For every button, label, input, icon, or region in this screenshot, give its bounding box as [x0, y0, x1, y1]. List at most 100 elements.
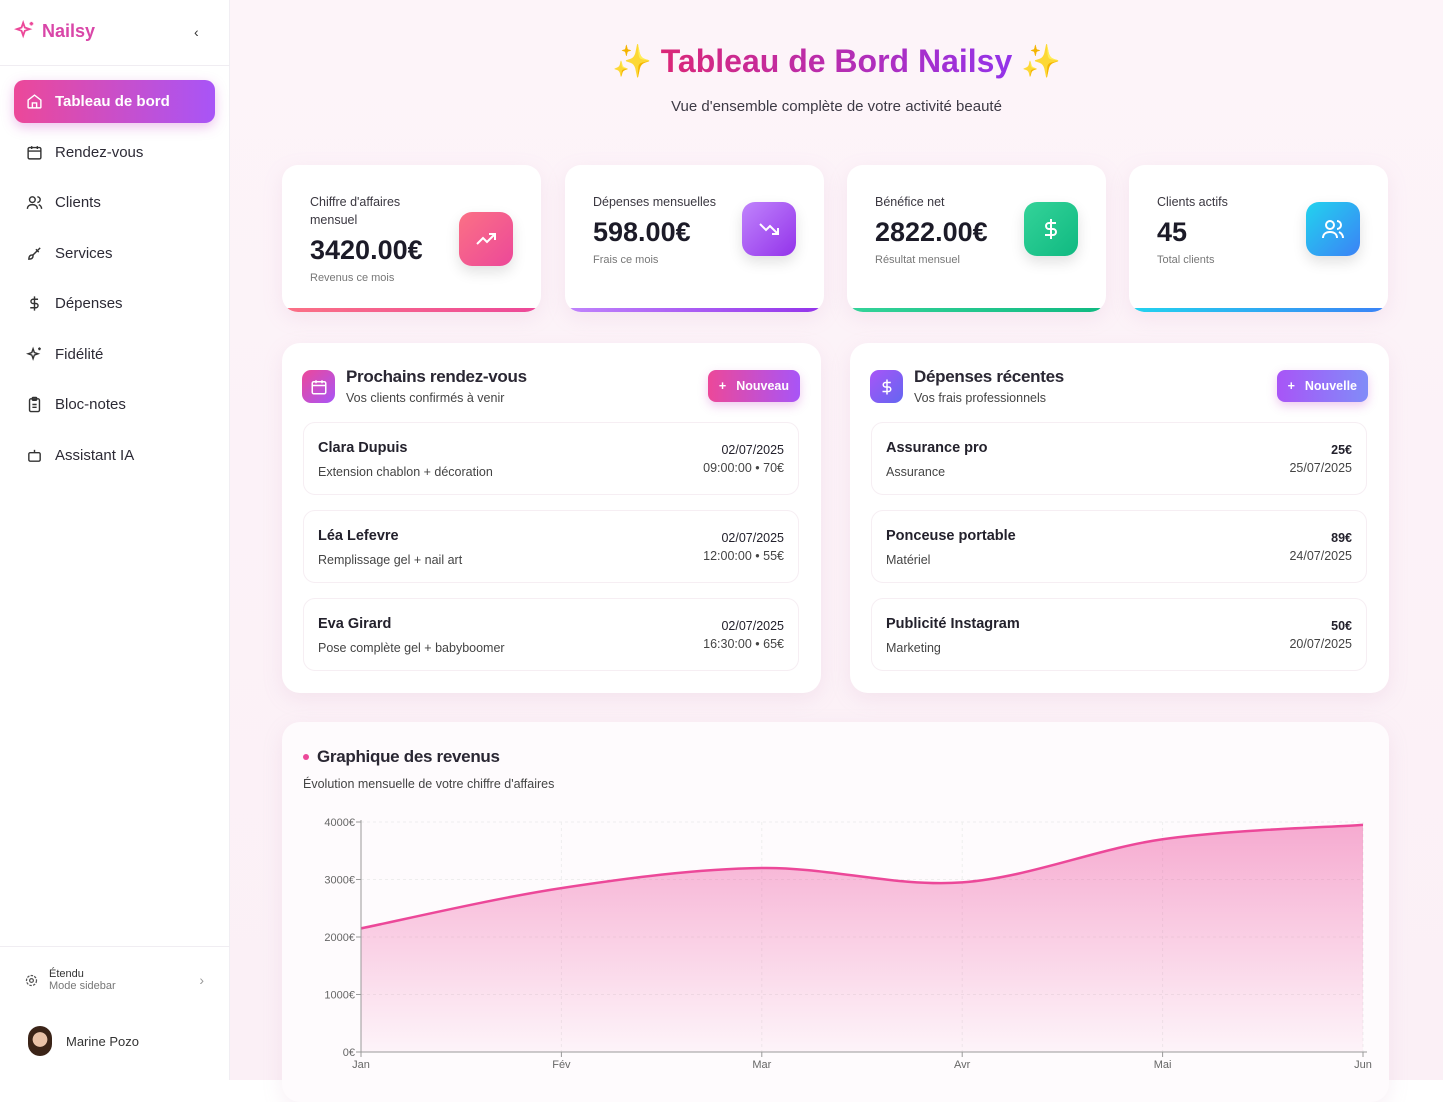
sidebar-item-rendez-vous[interactable]: Rendez-vous: [14, 131, 215, 174]
appointment-row[interactable]: Léa Lefevre Remplissage gel + nail art 02/…: [303, 510, 799, 583]
stat-value: 598.00€: [593, 217, 691, 248]
sparkles-icon: ✨: [612, 43, 652, 79]
stat-card-expenses: Dépenses mensuelles 598.00€ Frais ce moi…: [565, 165, 824, 312]
stat-label: Dépenses mensuelles: [593, 193, 753, 211]
bot-icon: [26, 447, 43, 464]
gear-icon: [24, 973, 39, 988]
new-appointment-button[interactable]: +Nouveau: [708, 370, 800, 402]
chevron-left-icon: ‹: [194, 24, 199, 40]
category: Marketing: [886, 641, 941, 655]
client-name: Léa Lefevre: [318, 528, 399, 544]
stat-value: 2822.00€: [875, 217, 988, 248]
sidebar-item-label: Fidélité: [55, 346, 103, 363]
sidebar-item-label: Bloc-notes: [55, 396, 126, 413]
sidebar-item-label: Dépenses: [55, 295, 123, 312]
brush-icon: [26, 245, 43, 262]
revenue-chart-panel: Graphique des revenus Évolution mensuell…: [282, 722, 1389, 1102]
divider: [0, 65, 230, 66]
sidebar-item-bloc-notes[interactable]: Bloc-notes: [14, 383, 215, 426]
y-tick-label: 3000€: [324, 875, 355, 887]
stat-label: Chiffre d'affaires mensuel: [310, 193, 450, 229]
sidebar-item-fidelite[interactable]: Fidélité: [14, 333, 215, 376]
appointments-panel: Prochains rendez-vous Vos clients confir…: [282, 343, 821, 693]
date: 02/07/2025: [721, 531, 784, 545]
stat-accent-bar: [1129, 308, 1388, 312]
stat-accent-bar: [565, 308, 824, 312]
sidebar-nav: Tableau de bord Rendez-vous Clients Serv…: [14, 80, 215, 484]
sparkles-icon: [26, 346, 43, 363]
user-profile[interactable]: Marine Pozo: [28, 1026, 139, 1056]
date: 25/07/2025: [1289, 461, 1352, 475]
client-name: Eva Girard: [318, 616, 391, 632]
expense-name: Ponceuse portable: [886, 528, 1016, 544]
service: Remplissage gel + nail art: [318, 553, 462, 567]
sidebar-item-label: Rendez-vous: [55, 144, 143, 161]
expense-name: Publicité Instagram: [886, 616, 1020, 632]
main-content: ✨ Tableau de Bord Nailsy ✨ Vue d'ensembl…: [230, 0, 1443, 1080]
clipboard-icon: [26, 396, 43, 413]
users-icon: [26, 194, 43, 211]
panel-title: Prochains rendez-vous: [346, 367, 527, 387]
users-icon: [1306, 202, 1360, 256]
x-tick-label: Avr: [954, 1059, 971, 1071]
stat-label: Bénéfice net: [875, 193, 1015, 211]
expense-row[interactable]: Ponceuse portable Matériel 89€ 24/07/2025: [871, 510, 1367, 583]
x-tick-label: Mai: [1154, 1059, 1172, 1071]
date: 24/07/2025: [1289, 549, 1352, 563]
mode-title: Étendu: [49, 968, 189, 980]
page-title-text: Tableau de Bord Nailsy: [661, 43, 1013, 79]
calendar-icon: [302, 370, 335, 403]
sidebar-item-clients[interactable]: Clients: [14, 181, 215, 224]
chevron-right-icon: ›: [199, 972, 204, 988]
stat-accent-bar: [847, 308, 1106, 312]
panel-subtitle: Vos frais professionnels: [914, 391, 1046, 405]
sidebar-item-depenses[interactable]: Dépenses: [14, 282, 215, 325]
date: 02/07/2025: [721, 619, 784, 633]
stat-card-profit: Bénéfice net 2822.00€ Résultat mensuel: [847, 165, 1106, 312]
category: Assurance: [886, 465, 945, 479]
amount: 89€: [1331, 531, 1352, 545]
new-expense-button[interactable]: +Nouvelle: [1277, 370, 1368, 402]
sidebar-item-tableau-de-bord[interactable]: Tableau de bord: [14, 80, 215, 123]
brand[interactable]: Nailsy: [14, 20, 95, 42]
time-price: 16:30:00 • 65€: [703, 637, 784, 651]
calendar-icon: [26, 144, 43, 161]
stat-value: 3420.00€: [310, 235, 423, 266]
x-tick-label: Jan: [352, 1059, 370, 1071]
sidebar-item-assistant-ia[interactable]: Assistant IA: [14, 434, 215, 477]
y-tick-label: 2000€: [324, 932, 355, 944]
collapse-sidebar-button[interactable]: ‹: [194, 24, 199, 40]
sidebar-item-services[interactable]: Services: [14, 232, 215, 275]
page-title: ✨ Tableau de Bord Nailsy ✨: [230, 42, 1443, 80]
panel-title: Dépenses récentes: [914, 367, 1064, 387]
category: Matériel: [886, 553, 930, 567]
home-icon: [26, 93, 43, 110]
amount: 25€: [1331, 443, 1352, 457]
sparkles-icon: [14, 20, 36, 42]
sidebar: Nailsy ‹ Tableau de bord Rendez-vous Cli…: [0, 0, 230, 1080]
stat-card-revenue: Chiffre d'affaires mensuel 3420.00€ Reve…: [282, 165, 541, 312]
sidebar-item-label: Assistant IA: [55, 447, 134, 464]
user-name: Marine Pozo: [66, 1034, 139, 1049]
client-name: Clara Dupuis: [318, 440, 407, 456]
stat-sub: Revenus ce mois: [310, 272, 394, 284]
stat-accent-bar: [282, 308, 541, 312]
avatar: [28, 1026, 52, 1056]
page-subtitle: Vue d'ensemble complète de votre activit…: [230, 98, 1443, 115]
trending-up-icon: [459, 212, 513, 266]
stat-value: 45: [1157, 217, 1187, 248]
x-tick-label: Fév: [552, 1059, 571, 1071]
button-label: Nouveau: [736, 379, 789, 393]
time-price: 12:00:00 • 55€: [703, 549, 784, 563]
revenue-area: [361, 825, 1363, 1052]
date: 02/07/2025: [721, 443, 784, 457]
stat-card-clients: Clients actifs 45 Total clients: [1129, 165, 1388, 312]
sparkles-icon: ✨: [1021, 43, 1061, 79]
dollar-icon: [1024, 202, 1078, 256]
